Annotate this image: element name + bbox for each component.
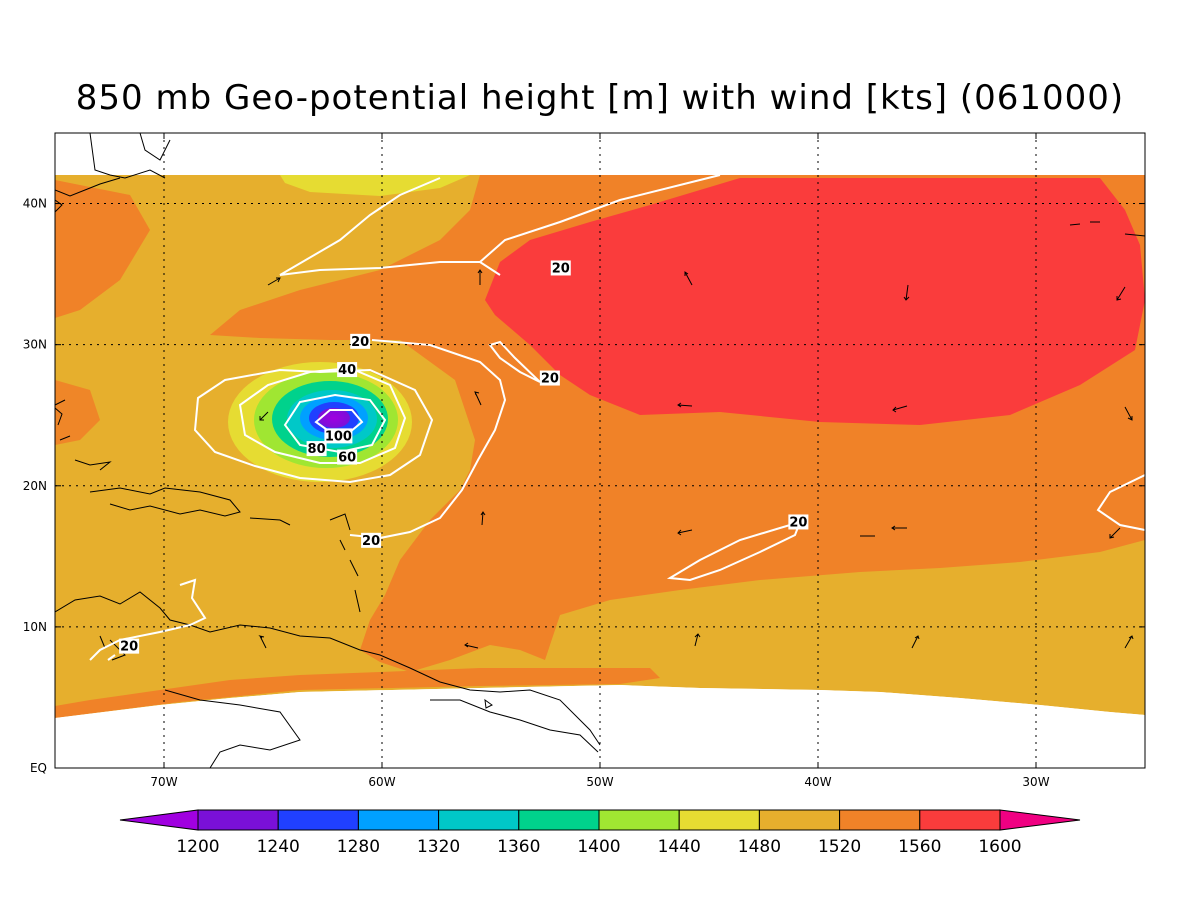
contour-label-bg [788,514,809,530]
colorbar-label: 1520 [818,837,861,857]
contour-label: 20 [789,515,807,530]
colorbar-segment [277,809,359,831]
contour-label: 100 [325,429,352,444]
wind-vectors [54,269,1134,649]
colorbar-segment [919,809,1001,831]
contour-label-bg [539,370,560,386]
colorbar-left-arrow [119,809,199,831]
colorbar-segment [678,809,760,831]
lat-tick-label: 10N [23,620,47,634]
colorbar-label: 1560 [898,837,941,857]
contour-label: 20 [351,335,369,350]
lon-tick-label: 40W [804,775,831,789]
contour-label-bg [361,532,382,548]
colorbar-label: 1440 [658,837,701,857]
lat-lon-grid [55,133,1145,768]
lon-tick-label: 70W [150,775,177,789]
contour-label: 40 [338,363,356,378]
lat-tick-label: 20N [23,479,47,493]
contour-label-bg [324,428,353,444]
height-field [55,133,1145,768]
colorbar-label: 1280 [337,837,380,857]
map-title: 850 mb Geo-potential height [m] with win… [75,78,1125,118]
lon-tick-label: 60W [368,775,395,789]
colorbar-segment [438,809,520,831]
contour-label-bg [337,449,358,465]
colorbar-label: 1400 [577,837,620,857]
colorbar-segment [357,809,440,831]
colorbar-segment [758,809,841,831]
contour-label-bg [306,441,327,457]
lat-tick-label: 30N [23,338,47,352]
axis-ticks: 70W 60W 50W 40W 30W 40N 30N 20N 10N EQ [23,133,1145,789]
coastlines [55,133,1145,768]
contour-label-bg [337,362,358,378]
lat-tick-label: EQ [30,761,47,775]
contour-label-bg [350,333,371,349]
colorbar-label: 1600 [978,837,1021,857]
contour-label: 80 [308,442,326,457]
colorbar-label: 1360 [497,837,540,857]
colorbar-label: 1200 [176,837,219,857]
colorbar-label: 1240 [257,837,300,857]
colorbar-segment [839,809,921,831]
contour-label-bg [119,638,140,654]
contour-label: 20 [552,261,570,276]
lon-tick-label: 30W [1022,775,1049,789]
colorbar-label: 1480 [738,837,781,857]
colorbar-segment [598,809,680,831]
contour-label: 20 [541,372,559,387]
contour-label-bg [550,260,571,276]
colorbar: 1200 1240 1280 1320 1360 1400 1440 1480 1520 1560… [119,809,1081,857]
lon-tick-label: 50W [586,775,613,789]
colorbar-label: 1320 [417,837,460,857]
colorbar-segment [518,809,600,831]
colorbar-segment [197,809,279,831]
colorbar-right-arrow [999,809,1081,831]
contour-label: 20 [362,534,380,549]
contour-label: 60 [338,451,356,466]
contour-label: 20 [120,640,138,655]
lat-tick-label: 40N [23,197,47,211]
